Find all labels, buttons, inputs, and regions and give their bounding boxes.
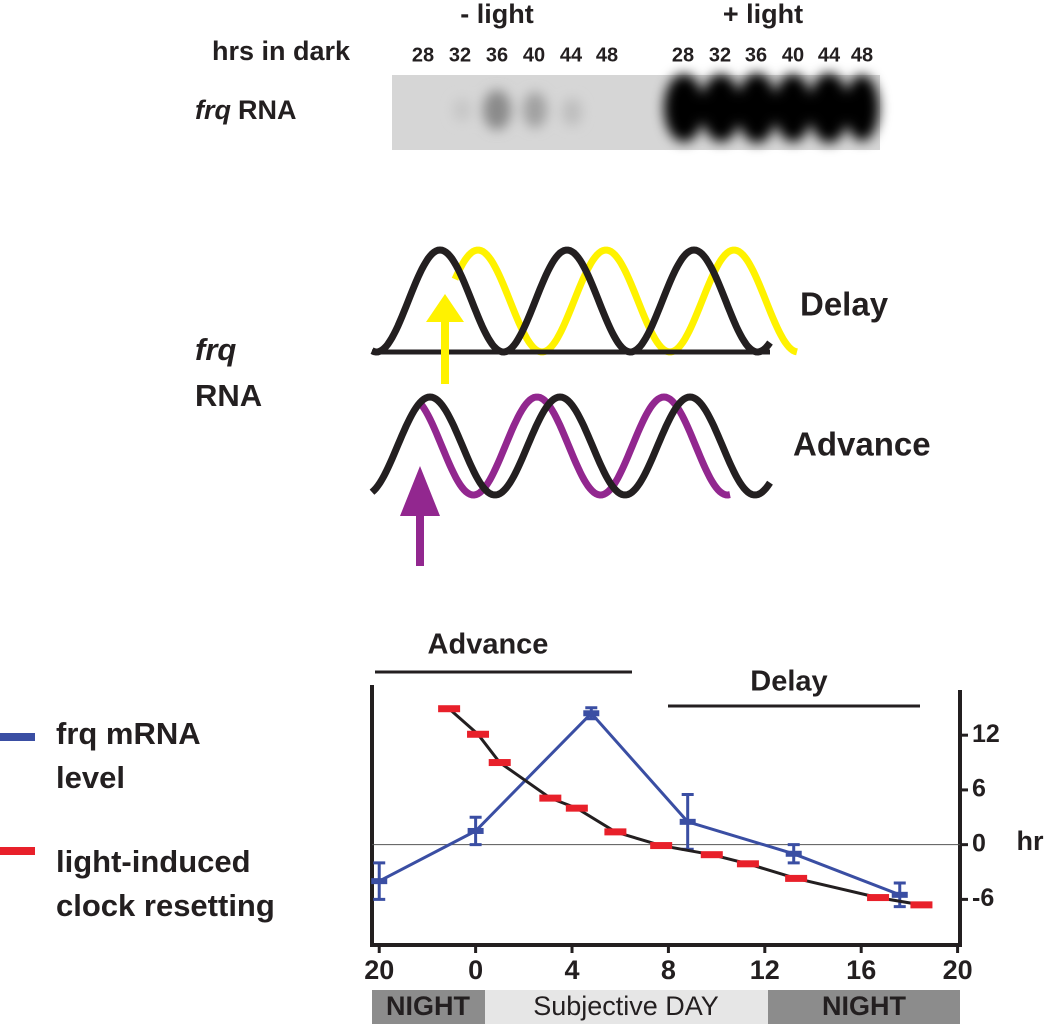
x-tick-label: 16: [846, 955, 876, 985]
marker: [736, 860, 759, 868]
condition-label: - light: [460, 0, 533, 29]
light-pulse-arrow-head: [426, 294, 464, 322]
phase-band: [485, 990, 768, 1024]
x-tick-label: 12: [750, 955, 780, 985]
marker: [488, 759, 511, 767]
marker: [679, 818, 696, 825]
lane-label: 44: [560, 44, 583, 66]
lane-label: 28: [412, 44, 434, 66]
x-tick-label: 8: [661, 955, 676, 985]
wave: [369, 393, 773, 499]
legend-label: frq mRNA level: [56, 716, 200, 795]
row-label-italic: frq: [195, 95, 231, 125]
marker: [467, 730, 490, 738]
lane-labels: 28 32 36 40 44 48 28 32 36 40 44 48: [412, 44, 873, 66]
lane-label: 36: [486, 44, 508, 66]
lane-label: 32: [709, 44, 731, 66]
delay-label: Delay: [800, 286, 889, 323]
lane-label: 44: [818, 44, 841, 66]
marker: [438, 705, 461, 713]
blot-bands: [453, 73, 879, 143]
annotation: Advance: [428, 629, 549, 661]
fit-line: [448, 707, 922, 907]
condition-label: + light: [723, 0, 803, 29]
marker: [910, 901, 933, 909]
annotation: Delay: [750, 666, 827, 698]
marker: [785, 850, 802, 857]
lane-label: 40: [523, 44, 545, 66]
phase-label: NIGHT: [822, 991, 907, 1021]
marker: [785, 874, 808, 882]
lane-header: hrs in dark: [212, 36, 351, 66]
wave: [370, 246, 773, 356]
marker: [539, 794, 562, 802]
lane-label: 48: [596, 44, 618, 66]
phase-label: Subjective DAY: [533, 991, 719, 1021]
y-tick-label: 12: [972, 720, 1000, 748]
row-label: frq RNA: [195, 95, 297, 125]
x-tick-label: 0: [468, 955, 483, 985]
row-label-text: RNA: [238, 95, 297, 125]
y-tick-label: 0: [972, 829, 986, 857]
x-tick-label: 20: [943, 955, 973, 985]
plot: 20 0 4 8 12 16 20 -6 0 6 12: [364, 705, 1000, 985]
wave: [451, 246, 798, 356]
phase-band: [372, 990, 485, 1024]
legend-label: light-induced clock resetting: [56, 844, 275, 923]
lane-label: 40: [782, 44, 804, 66]
marker: [604, 828, 627, 836]
legend-swatch: [0, 733, 35, 741]
lane-label: 32: [449, 44, 471, 66]
series-line: [378, 711, 901, 897]
lane-label: 28: [672, 44, 694, 66]
lane-label: 36: [745, 44, 767, 66]
lane-label: 48: [851, 44, 873, 66]
diagram-label: RNA: [195, 378, 262, 413]
marker: [467, 827, 484, 834]
advance-label: Advance: [793, 426, 931, 463]
y-axis-label: hr: [1017, 826, 1044, 856]
x-tick-label: 20: [364, 955, 394, 985]
marker: [700, 851, 723, 859]
marker: [565, 804, 588, 812]
light-pulse-arrow-head: [400, 466, 440, 516]
diagram-label-italic: frq: [195, 332, 236, 367]
x-tick-label: 4: [565, 955, 580, 985]
rhythm-diagram: [369, 246, 798, 499]
legend-swatch: [0, 847, 35, 855]
phase-label: NIGHT: [386, 991, 471, 1021]
y-tick-label: 6: [972, 775, 986, 803]
marker: [371, 878, 388, 885]
marker: [867, 894, 890, 902]
phase-band: [768, 990, 960, 1024]
marker: [583, 710, 600, 717]
y-tick-label: -6: [972, 884, 994, 912]
marker: [650, 842, 673, 850]
marker: [891, 891, 908, 898]
